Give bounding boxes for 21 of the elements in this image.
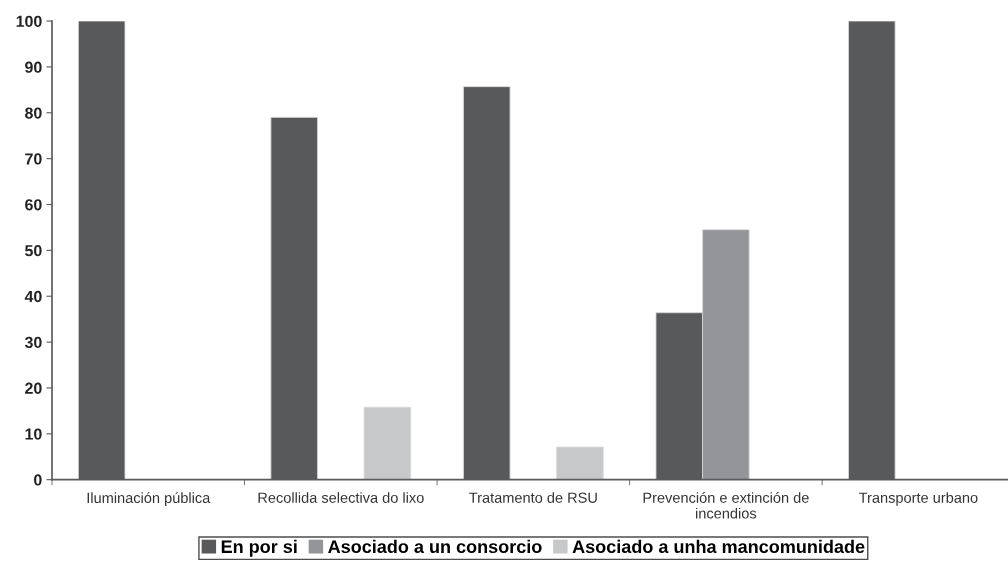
x-tick-label: Iluminación pública [87,492,211,506]
bar [556,446,604,480]
y-tick-label: 10 [25,428,42,440]
legend-label: Asociado a un consorcio [328,539,542,554]
y-tick-label: 70 [25,153,42,165]
y-tick-label: 100 [16,15,42,27]
legend-label: Asociado a unha mancomunidade [572,539,865,554]
x-tick-label: Recollida selectiva do lixo [258,492,424,503]
y-tick-label: 50 [25,244,42,257]
x-tick-label: Transporte urbano [859,492,978,506]
y-tick-label: 0 [34,474,42,486]
y-tick-label: 30 [24,336,42,349]
y-tick-label: 40 [24,290,42,303]
y-tick-label: 60 [25,199,42,211]
legend-label: En por si [221,539,297,557]
y-tick-label: 80 [25,107,42,119]
x-tick-label: Tratamento de RSU [469,492,597,503]
bar [363,406,412,480]
x-tick-label: Prevención e extinción de incendios [643,492,809,519]
y-tick-label: 90 [25,61,42,73]
y-tick-label: 20 [25,382,42,394]
